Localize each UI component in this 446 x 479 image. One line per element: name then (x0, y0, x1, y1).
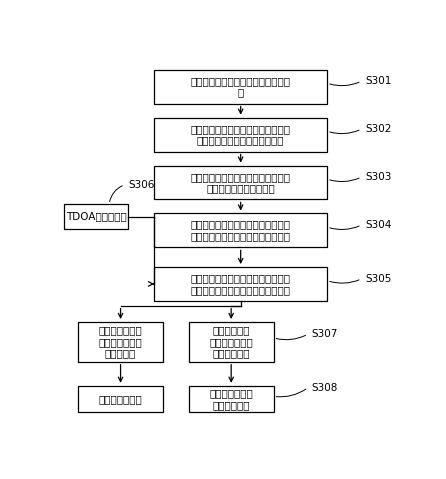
Text: S308: S308 (312, 383, 338, 393)
FancyBboxPatch shape (78, 322, 163, 362)
Text: 对击键操作的信号计算其短时能量，
并求出不同麦克风之间的短时能量差: 对击键操作的信号计算其短时能量， 并求出不同麦克风之间的短时能量差 (191, 220, 291, 241)
Text: S304: S304 (365, 220, 392, 230)
FancyBboxPatch shape (78, 386, 163, 412)
Text: S301: S301 (365, 76, 392, 86)
FancyBboxPatch shape (154, 267, 327, 301)
Text: TDOA时间差估计: TDOA时间差估计 (66, 212, 127, 222)
Text: 单个键进行识别: 单个键进行识别 (99, 394, 142, 404)
Text: S307: S307 (312, 329, 338, 339)
FancyBboxPatch shape (189, 386, 273, 412)
Text: 区分左右手敲
击，并利用神经
网络算法分类: 区分左右手敲 击，并利用神经 网络算法分类 (209, 325, 253, 358)
Text: 双手以正常的敲击速度敲击键盘上的
键: 双手以正常的敲击速度敲击键盘上的 键 (191, 76, 291, 97)
Text: 进行多次试验，求出多组能量差并做
归一化处理，将此数值作为其一特征: 进行多次试验，求出多组能量差并做 归一化处理，将此数值作为其一特征 (191, 273, 291, 295)
Text: S305: S305 (365, 274, 392, 284)
Text: 采用分段算法，将信号进行分割，以
截取敲击动作的信号片段: 采用分段算法，将信号进行分割，以 截取敲击动作的信号片段 (191, 171, 291, 194)
FancyBboxPatch shape (154, 118, 327, 151)
FancyBboxPatch shape (154, 69, 327, 103)
FancyBboxPatch shape (154, 166, 327, 199)
Text: S303: S303 (365, 172, 392, 182)
FancyBboxPatch shape (64, 204, 128, 229)
FancyBboxPatch shape (189, 322, 273, 362)
Text: 两个特征进行融
合并利用神经网
络算法分类: 两个特征进行融 合并利用神经网 络算法分类 (99, 325, 142, 358)
Text: 单手组合键及双
手组合键识别: 单手组合键及双 手组合键识别 (209, 388, 253, 410)
Text: S302: S302 (365, 124, 392, 134)
Text: 作为信号采集阶段，进行声音信号搜
集并采用巴特沃斯方法进行滤波: 作为信号采集阶段，进行声音信号搜 集并采用巴特沃斯方法进行滤波 (191, 124, 291, 145)
FancyBboxPatch shape (154, 214, 327, 248)
Text: S306: S306 (128, 180, 155, 190)
